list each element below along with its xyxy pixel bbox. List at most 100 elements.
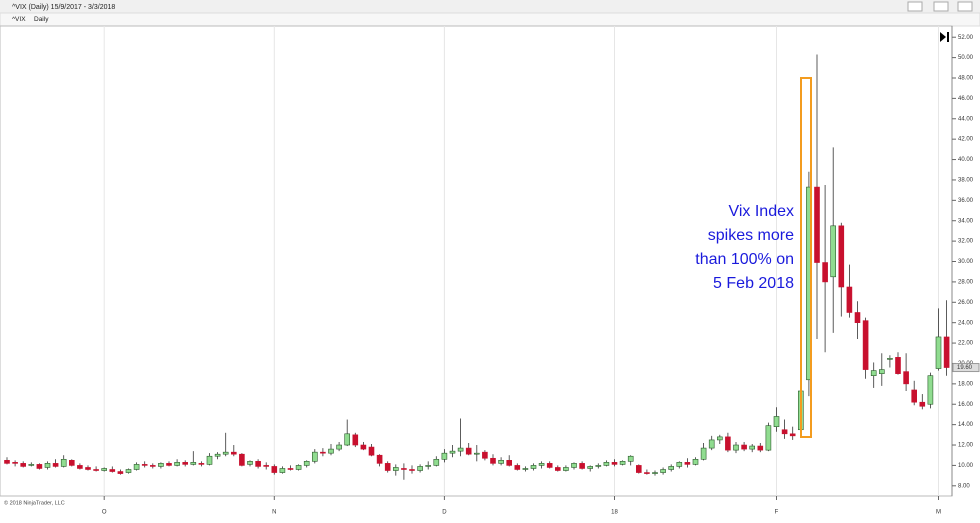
candle-body [482, 451, 488, 459]
annotation: Vix Index [728, 203, 794, 220]
candle-body [660, 469, 666, 473]
candle-body [198, 463, 205, 465]
candle-body [271, 466, 278, 473]
candle-body [522, 468, 529, 470]
y-tick-label: 30.00 [958, 259, 974, 265]
x-tick-label: M [936, 510, 941, 516]
period-selector[interactable]: Daily [34, 16, 49, 23]
y-tick-label: 40.00 [958, 157, 974, 163]
candle-body [133, 464, 140, 470]
candle-body [716, 436, 723, 441]
y-tick-label: 10.00 [958, 463, 974, 469]
candle-body [538, 463, 545, 466]
candle-body [838, 225, 845, 288]
candle-body [814, 186, 820, 263]
candle-body [263, 465, 270, 467]
annotation: 5 Feb 2018 [713, 275, 794, 292]
candle-body [652, 472, 658, 474]
candle-body [546, 463, 553, 468]
x-tick-label: F [775, 510, 779, 516]
candle-body [4, 460, 10, 464]
candle-body [490, 457, 496, 464]
candle-body [77, 465, 83, 469]
candle-body [668, 466, 675, 470]
candle-body [514, 465, 521, 470]
candle-body [676, 462, 683, 467]
candle-body [222, 451, 229, 455]
scroll-end-button[interactable] [947, 32, 949, 42]
candle-body [125, 469, 132, 473]
candle-body [903, 371, 909, 385]
candle-body [320, 451, 326, 454]
candle-body [174, 462, 180, 466]
candle-body [627, 455, 634, 462]
candle-body [789, 433, 796, 437]
candle-body [878, 369, 885, 374]
window-title: ^VIX (Daily) 15/9/2017 - 3/3/2018 [12, 4, 115, 11]
plot-area [0, 25, 953, 497]
x-tick-label: 18 [611, 510, 618, 516]
candle-body [854, 312, 861, 323]
candle-body [846, 286, 853, 313]
candle-body [158, 463, 164, 467]
y-tick-label: 22.00 [958, 341, 974, 347]
candle-body [52, 463, 59, 467]
candle-body [870, 370, 877, 376]
candle-body [895, 357, 901, 374]
candle-body [247, 461, 253, 465]
candle-body [684, 462, 691, 465]
y-tick-label: 36.00 [958, 198, 974, 204]
candle-body [295, 465, 302, 470]
last-price-label: 19.60 [957, 365, 973, 371]
candle-body [336, 444, 342, 450]
candle-body [563, 467, 569, 471]
y-tick-label: 24.00 [958, 320, 974, 326]
candle-body [943, 336, 950, 368]
y-tick-label: 34.00 [958, 218, 974, 224]
candle-body [93, 469, 99, 471]
candle-body [384, 463, 391, 471]
candle-body [498, 460, 504, 464]
candle-body [773, 416, 780, 427]
candle-body [117, 471, 124, 474]
candle-body [166, 463, 172, 466]
candle-body [287, 468, 294, 470]
candle-body [449, 450, 456, 454]
last-price-marker [952, 363, 980, 373]
candle-body [457, 447, 464, 452]
candle-body [141, 464, 148, 466]
candle-body [571, 463, 577, 468]
instrument-selector[interactable]: ^VIX [12, 16, 26, 23]
candle-body [417, 466, 423, 471]
y-tick-label: 28.00 [958, 279, 974, 285]
candle-body [279, 468, 286, 473]
candle-body [862, 320, 869, 370]
candle-body [887, 358, 893, 360]
y-tick-label: 38.00 [958, 178, 974, 184]
candle-body [352, 434, 359, 446]
candle-body [554, 467, 561, 471]
x-tick-label: O [102, 510, 107, 516]
candle-body [595, 465, 602, 467]
candle-body [239, 453, 245, 466]
candle-body [101, 468, 107, 471]
candle-body [392, 467, 399, 471]
candle-body [765, 425, 772, 451]
x-tick-label: D [442, 510, 447, 516]
toolbar [0, 12, 980, 27]
window-button[interactable] [907, 1, 923, 12]
candle-body [611, 462, 618, 465]
y-tick-label: 12.00 [958, 443, 974, 449]
candle-body [749, 445, 756, 450]
candle-body [935, 336, 942, 369]
window-button[interactable] [933, 1, 949, 12]
candle-body [619, 461, 626, 465]
candle-body [822, 262, 828, 283]
candle-body [757, 445, 764, 451]
candle-body [781, 429, 788, 435]
scroll-end-button[interactable] [940, 32, 946, 42]
candle-body [85, 467, 91, 470]
y-tick-label: 32.00 [958, 239, 974, 245]
candle-body [20, 463, 27, 467]
close-button[interactable] [957, 1, 973, 12]
